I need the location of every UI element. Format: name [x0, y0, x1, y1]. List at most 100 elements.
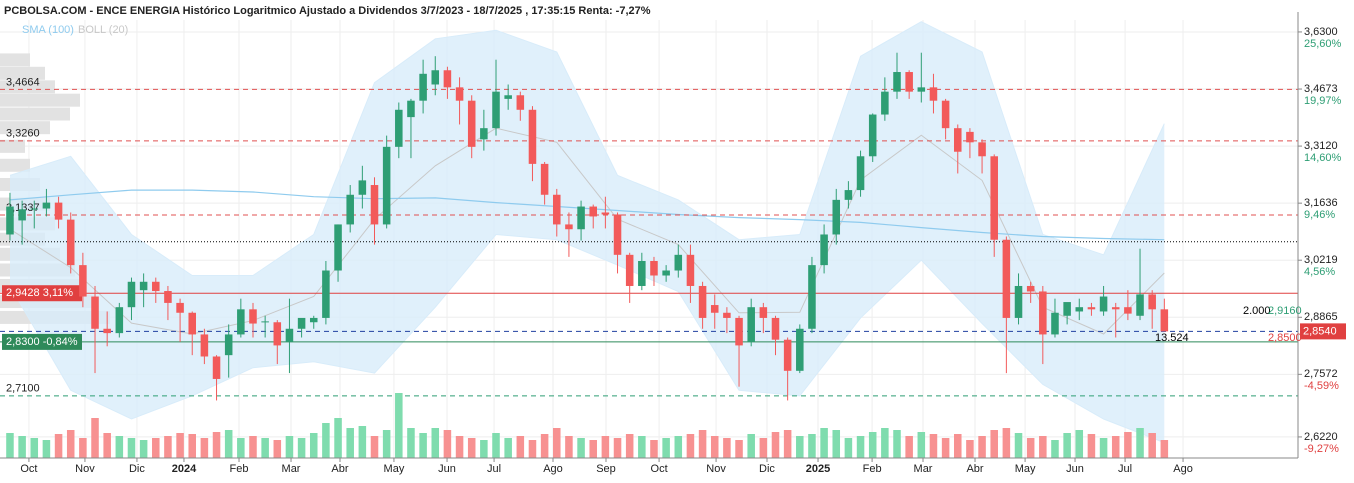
candle-body — [407, 100, 415, 118]
candle-body — [1014, 285, 1023, 318]
volume-bar — [1136, 428, 1144, 458]
candle-body — [1099, 296, 1108, 312]
x-tick-label: Jul — [1118, 463, 1132, 475]
candle-body — [249, 309, 257, 324]
volume-bar — [747, 434, 755, 458]
volume-bar — [1160, 440, 1169, 458]
layers: 3,4664 3,3260 3,1337 2,9428 3,11% 2,8300 -0,… — [0, 12, 1346, 475]
candle-body — [188, 312, 197, 335]
volume-bar — [443, 430, 452, 458]
y-tick-pct: 19,97% — [1304, 95, 1342, 107]
candle-body — [224, 334, 233, 356]
candle-body — [127, 281, 136, 308]
volume-bar — [917, 432, 926, 458]
volume-bar — [625, 434, 634, 458]
volume-profile-bar — [0, 158, 30, 172]
volume-bar — [115, 436, 124, 458]
candle-body — [309, 317, 318, 323]
candle-body — [103, 328, 111, 334]
volume-bar — [346, 428, 354, 458]
bollinger-lower — [9, 233, 1165, 444]
level-label: 3,3260 — [6, 128, 40, 140]
candle-body — [650, 260, 658, 276]
candle-body — [613, 214, 622, 255]
candle-body — [929, 87, 938, 101]
candle-body — [200, 334, 209, 357]
candle-body — [1039, 291, 1047, 335]
volume-bar — [1063, 433, 1071, 458]
candle-body — [759, 307, 768, 318]
x-tick-label: Nov — [706, 463, 726, 475]
volume-bar — [419, 433, 427, 458]
volume-bar — [832, 430, 841, 458]
candle-body — [66, 219, 75, 266]
candle-body — [820, 234, 828, 266]
candle-body — [990, 156, 998, 240]
volume-bar — [91, 418, 99, 458]
volume-bar — [455, 436, 464, 458]
sma-line — [9, 189, 1165, 241]
x-tick-label: Abr — [966, 463, 983, 475]
volume-bar — [79, 438, 87, 458]
candle-body — [723, 312, 731, 318]
volume-bar — [553, 428, 561, 458]
volume-bar — [662, 438, 670, 458]
candle-body — [638, 260, 646, 286]
x-tick-label: May — [384, 463, 405, 475]
volume-bar — [613, 438, 622, 458]
candle-body — [540, 163, 549, 195]
candle-body — [565, 224, 573, 230]
volume-bar — [188, 434, 197, 458]
candle-body — [1026, 285, 1035, 292]
volume-bar — [212, 432, 221, 458]
candle-body — [273, 322, 282, 346]
candle-body — [164, 291, 172, 303]
volume-bar — [1124, 432, 1132, 458]
candle-body — [6, 206, 14, 235]
level-label: 2,7100 — [6, 383, 40, 395]
volume-bar — [1099, 438, 1108, 458]
y-tick-label: 3,6300 — [1304, 26, 1338, 38]
candle-body — [176, 302, 184, 313]
candle-body — [285, 328, 294, 342]
candle-body — [1148, 294, 1156, 310]
last-price-box — [1300, 323, 1346, 340]
y-tick-pct: -4,59% — [1304, 380, 1339, 392]
volume-bar — [698, 430, 707, 458]
volume-bar — [990, 430, 998, 458]
candle-body — [358, 180, 367, 195]
candle-body — [783, 339, 792, 371]
candle-body — [747, 307, 755, 342]
candle-body — [139, 281, 148, 291]
candle-body — [504, 95, 512, 99]
x-tick-label: Jun — [1066, 463, 1084, 475]
volume-bar — [103, 433, 111, 458]
y-tick-pct: 14,60% — [1304, 152, 1342, 164]
volume-bar — [297, 438, 306, 458]
volume-bar — [601, 436, 610, 458]
volume-bar — [686, 434, 695, 458]
candle-body — [589, 206, 597, 217]
candle-body — [322, 270, 330, 318]
volume-bar — [528, 440, 537, 458]
volume-bar — [382, 430, 391, 458]
y-tick-label: 2,6220 — [1304, 431, 1338, 443]
volume-bar — [783, 430, 792, 458]
volume-bar — [710, 436, 719, 458]
y-tick-label: 3,0219 — [1304, 254, 1338, 266]
candle-body — [1087, 307, 1096, 310]
candle-body — [42, 202, 51, 209]
volume-bar — [868, 432, 877, 458]
volume-bar — [127, 438, 136, 458]
candle-body — [346, 194, 354, 225]
level-label-box — [2, 333, 82, 350]
x-tick-label: Mar — [282, 463, 301, 475]
candle-body — [868, 114, 877, 157]
candle-body — [334, 224, 342, 271]
volume-bar — [905, 436, 913, 458]
volume-bar — [467, 438, 476, 458]
level-label: 3,1337 — [6, 202, 40, 214]
x-tick-label: Dic — [759, 463, 775, 475]
volume-bar — [164, 436, 172, 458]
candle-body — [808, 265, 816, 329]
